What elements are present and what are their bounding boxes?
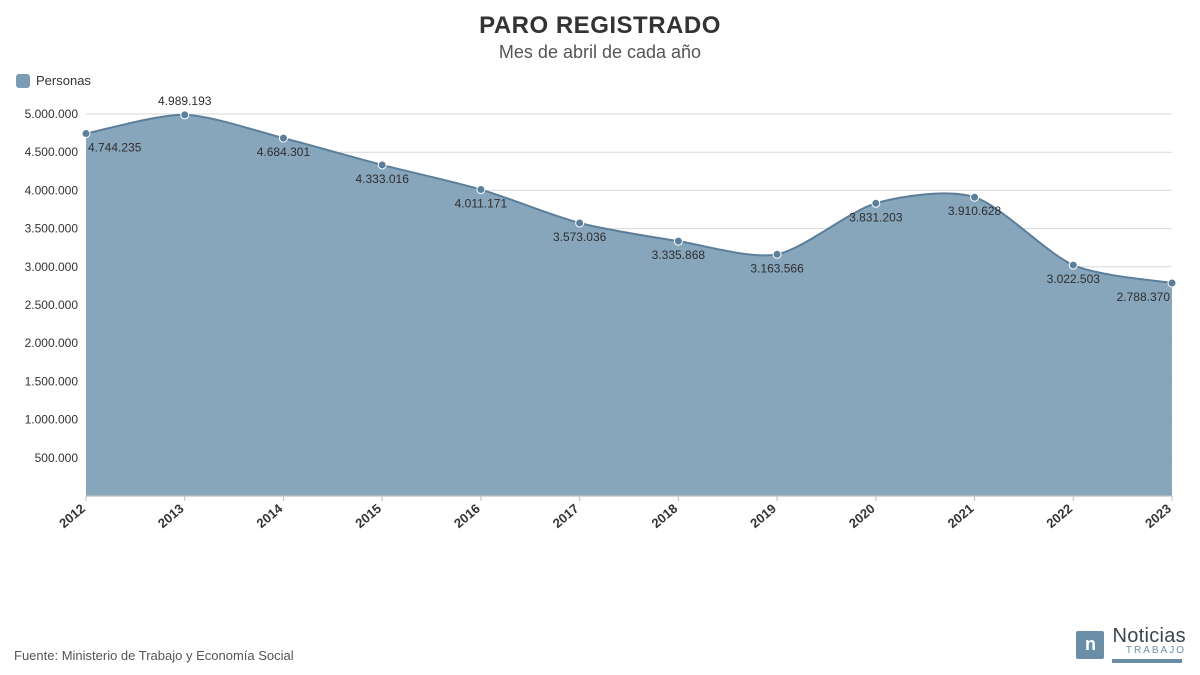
brand-logo: n Noticias TRABAJO: [1076, 626, 1186, 663]
legend: Personas: [14, 73, 1186, 88]
svg-text:2016: 2016: [451, 501, 483, 531]
brand-sub: TRABAJO: [1126, 646, 1186, 656]
svg-text:2020: 2020: [846, 501, 878, 531]
svg-text:1.500.000: 1.500.000: [25, 374, 79, 388]
svg-text:3.500.000: 3.500.000: [25, 222, 79, 236]
source-label: Fuente: Ministerio de Trabajo y Economía…: [14, 648, 294, 663]
brand-name: Noticias: [1112, 626, 1186, 646]
svg-text:1.000.000: 1.000.000: [25, 413, 79, 427]
svg-text:2023: 2023: [1142, 501, 1174, 531]
svg-text:4.744.235: 4.744.235: [88, 141, 142, 155]
svg-text:3.831.203: 3.831.203: [849, 210, 903, 224]
brand-underline: [1112, 659, 1182, 663]
svg-text:5.000.000: 5.000.000: [25, 107, 79, 121]
svg-text:2012: 2012: [56, 501, 88, 531]
chart-subtitle: Mes de abril de cada año: [14, 42, 1186, 63]
svg-text:4.989.193: 4.989.193: [158, 96, 212, 108]
brand-mark-icon: n: [1076, 631, 1104, 659]
legend-swatch: [16, 74, 30, 88]
svg-text:4.500.000: 4.500.000: [25, 145, 79, 159]
svg-text:3.022.503: 3.022.503: [1047, 272, 1101, 286]
chart-title: PARO REGISTRADO: [14, 12, 1186, 40]
svg-text:3.573.036: 3.573.036: [553, 230, 607, 244]
svg-text:2.500.000: 2.500.000: [25, 298, 79, 312]
svg-text:2019: 2019: [747, 501, 779, 531]
svg-text:2.788.370: 2.788.370: [1117, 290, 1171, 304]
svg-text:3.335.868: 3.335.868: [652, 248, 706, 262]
svg-text:2018: 2018: [648, 501, 680, 531]
chart-svg: 500.000 1.000.000 1.500.000 2.000.000 2.500.…: [14, 96, 1186, 551]
svg-text:2017: 2017: [550, 501, 582, 531]
svg-text:3.163.566: 3.163.566: [750, 261, 804, 275]
svg-text:2013: 2013: [155, 501, 187, 531]
svg-text:2.000.000: 2.000.000: [25, 336, 79, 350]
svg-text:3.910.628: 3.910.628: [948, 204, 1002, 218]
svg-text:4.684.301: 4.684.301: [257, 145, 311, 159]
svg-text:2021: 2021: [945, 501, 977, 531]
svg-text:2014: 2014: [254, 500, 286, 531]
svg-text:500.000: 500.000: [35, 451, 79, 465]
svg-text:4.000.000: 4.000.000: [25, 183, 79, 197]
svg-text:2022: 2022: [1043, 501, 1075, 531]
svg-text:4.011.171: 4.011.171: [455, 197, 508, 211]
area-chart: 500.000 1.000.000 1.500.000 2.000.000 2.500.…: [14, 96, 1186, 551]
legend-label: Personas: [36, 73, 91, 88]
svg-text:2015: 2015: [352, 501, 384, 531]
svg-text:3.000.000: 3.000.000: [25, 260, 79, 274]
svg-text:4.333.016: 4.333.016: [355, 172, 409, 186]
